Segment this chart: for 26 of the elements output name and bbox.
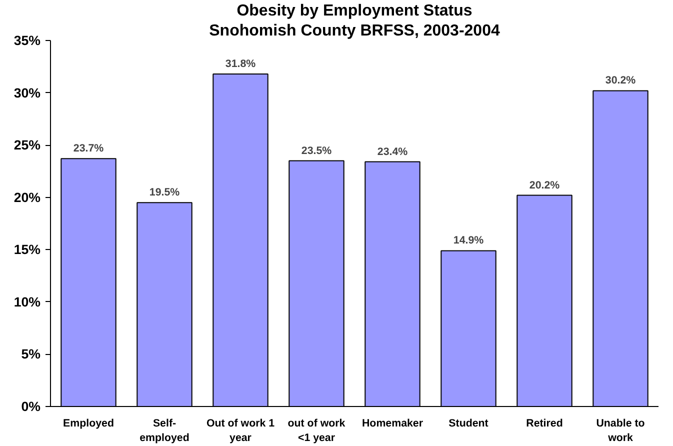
data-label: 14.9% (453, 234, 484, 247)
y-tick-label: 30% (14, 85, 41, 100)
y-tick-label: 5% (21, 346, 41, 362)
x-tick-label: Homemaker (362, 418, 424, 430)
x-tick-label: Retired (526, 418, 563, 430)
y-tick-label: 35% (14, 33, 41, 48)
y-tick-label: 15% (14, 242, 41, 258)
x-tick-label: Student (448, 418, 489, 430)
data-label: 31.8% (225, 58, 256, 70)
data-label: 30.2% (605, 74, 636, 87)
y-tick-label: 20% (14, 190, 41, 205)
y-tick-label: 10% (14, 294, 41, 310)
y-tick-label: 25% (14, 138, 41, 153)
data-label: 23.5% (301, 144, 332, 157)
chart-title: Obesity by Employment Status (236, 2, 472, 20)
data-label: 19.5% (149, 186, 180, 199)
data-label: 20.2% (529, 179, 560, 192)
data-label: 23.7% (73, 142, 104, 155)
x-tick-label: Out of work 1 year (206, 418, 275, 444)
x-tick-label: Employed (63, 418, 114, 430)
chart-subtitle: Snohomish County BRFSS, 2003-2004 (209, 22, 500, 40)
y-tick-label: 0% (21, 399, 41, 414)
x-tick-label: Self- employed (140, 418, 190, 444)
data-label: 23.4% (377, 146, 408, 158)
x-tick-label: Unable to work (596, 418, 646, 444)
x-tick-label: out of work <1 year (288, 418, 346, 444)
